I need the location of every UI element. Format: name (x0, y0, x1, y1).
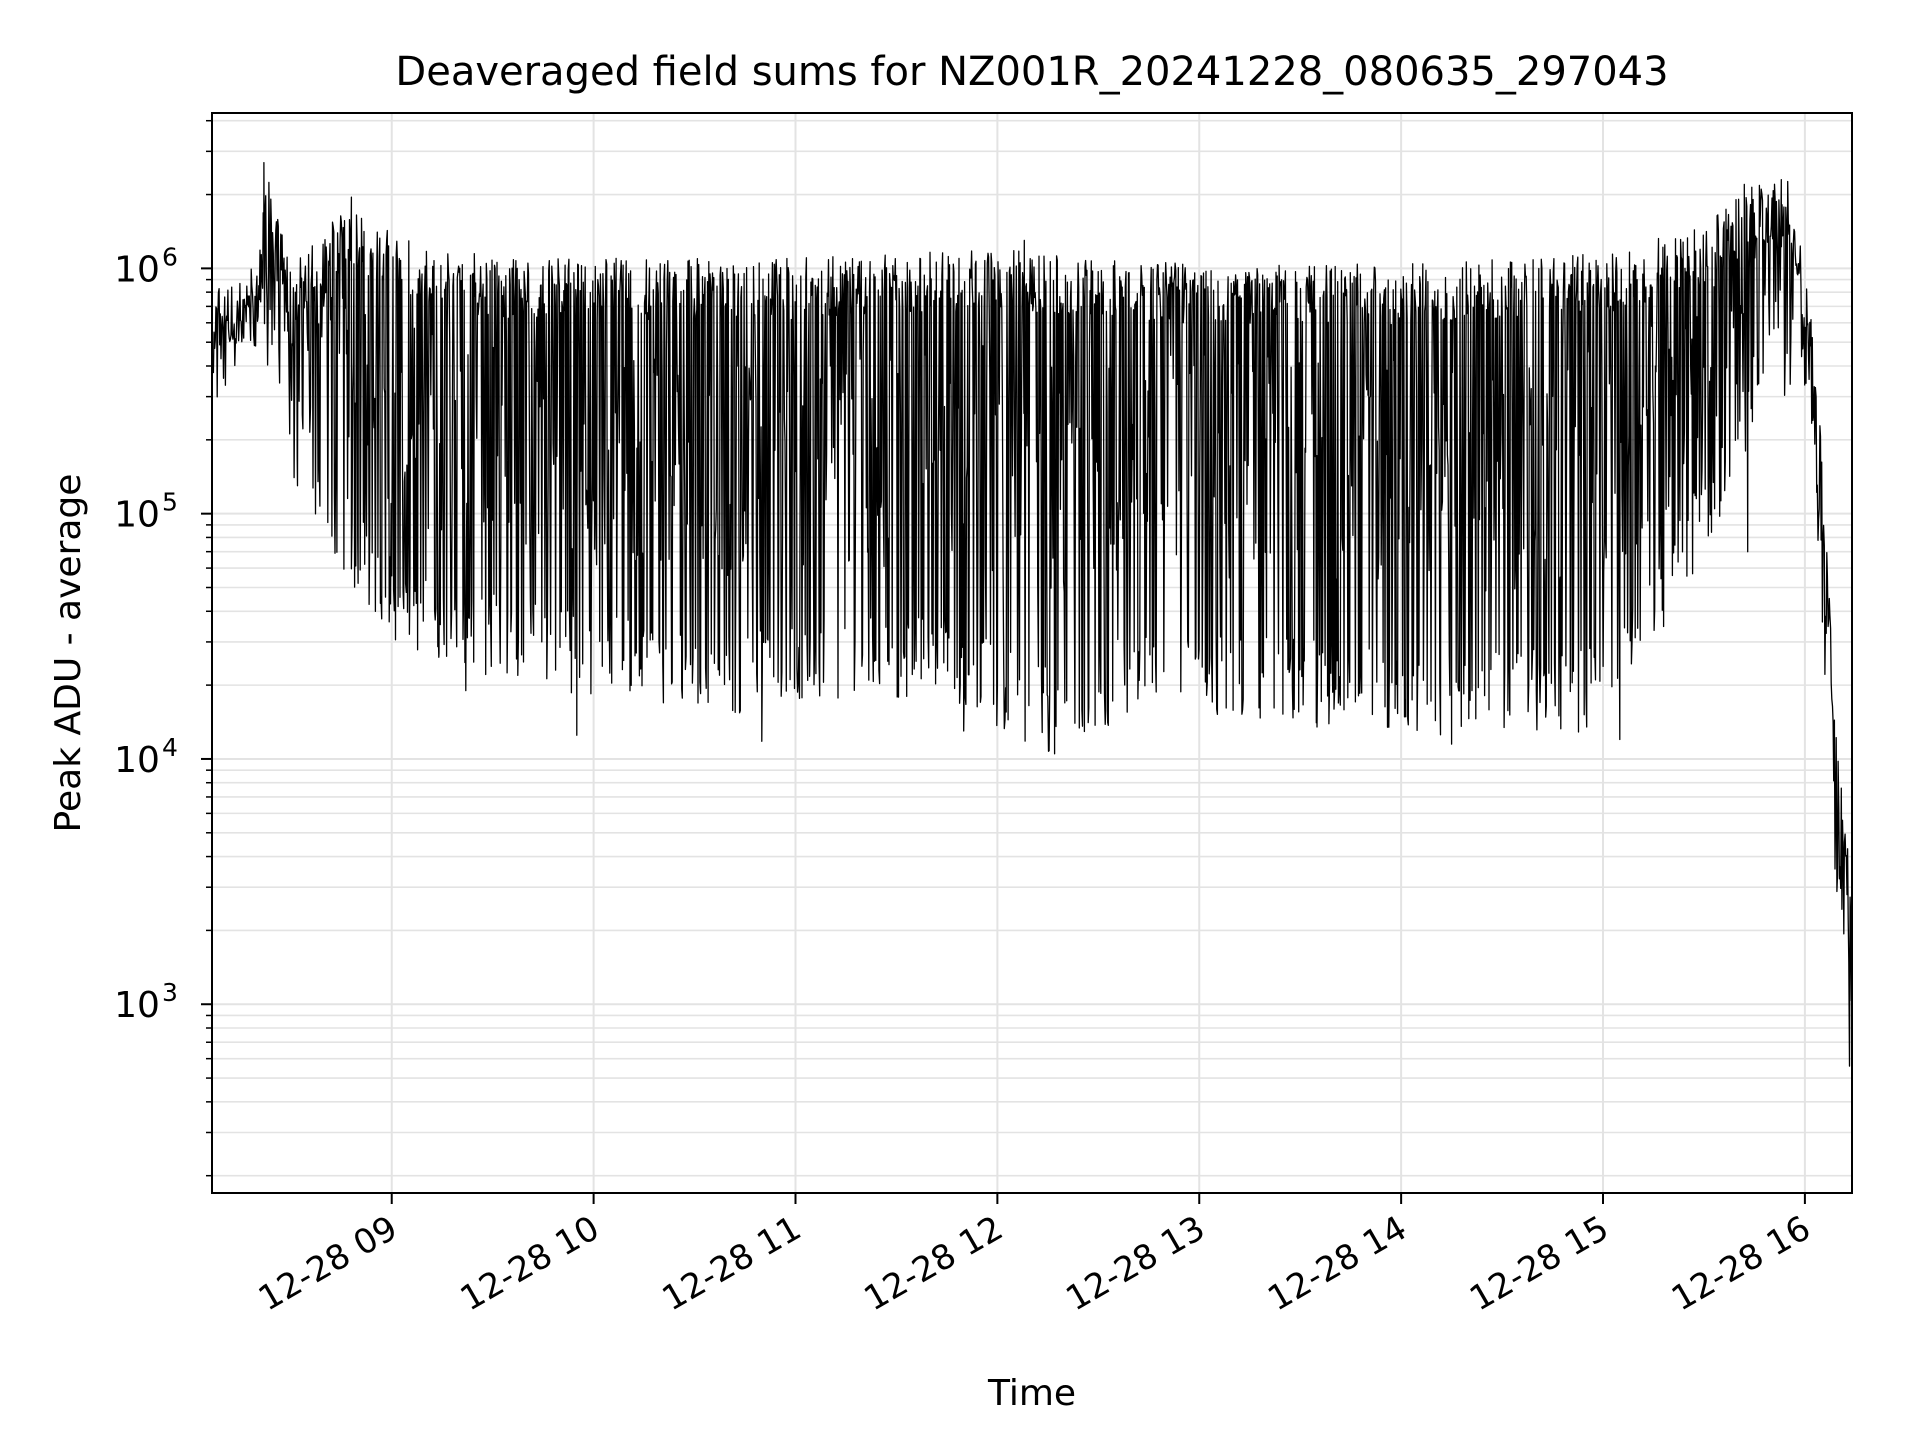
axes-frame (211, 112, 1853, 1194)
x-axis-label: Time (987, 1373, 1076, 1414)
y-axis-label: Peak ADU - average (48, 474, 89, 833)
series-line (212, 161, 1853, 1067)
chart-title: Deaveraged field sums for NZ001R_2024122… (395, 49, 1668, 95)
y-tick-label: 103 (114, 978, 178, 1026)
series-path (212, 161, 1853, 1067)
y-tick-label: 105 (114, 488, 178, 536)
y-tick-label: 104 (114, 733, 178, 781)
y-tick-label: 106 (114, 242, 178, 290)
